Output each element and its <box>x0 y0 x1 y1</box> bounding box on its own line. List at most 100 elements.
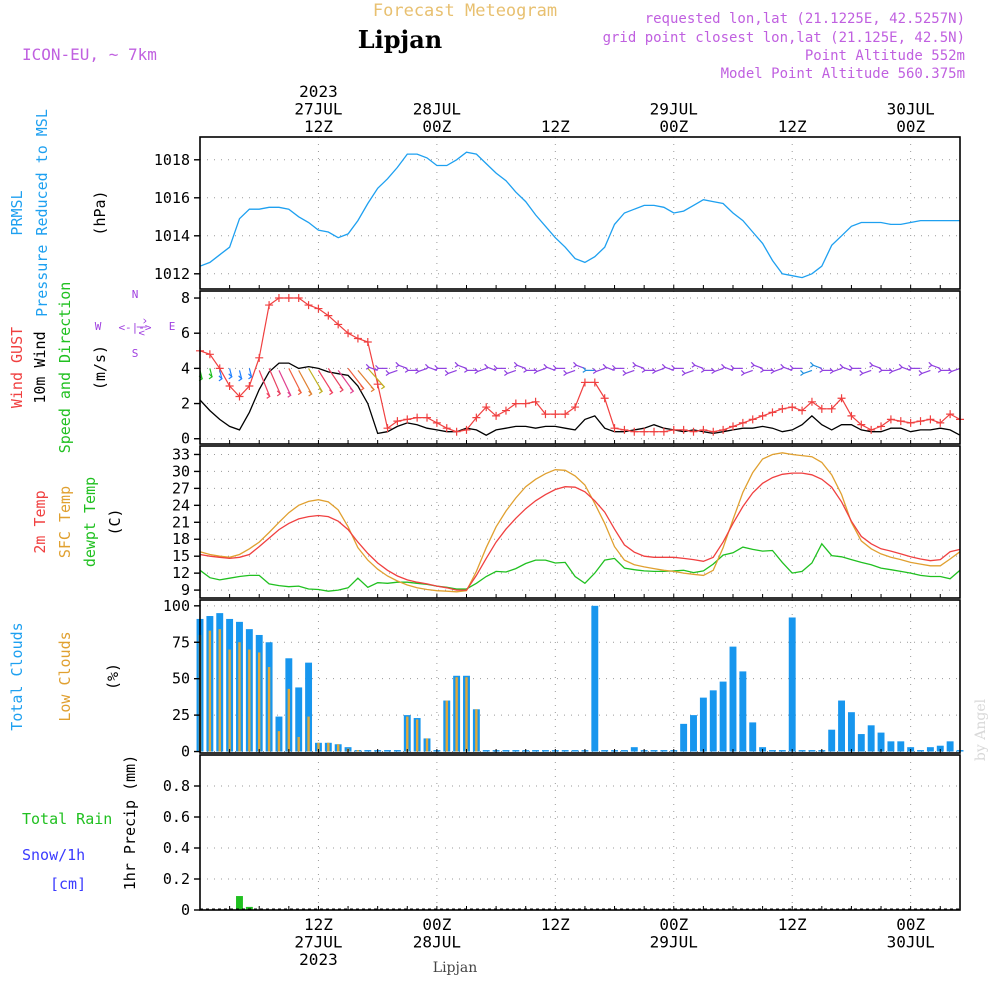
wind-arrowhead <box>928 361 933 368</box>
total-cloud-bar <box>660 750 668 752</box>
time-label-top: 2023 <box>299 82 338 101</box>
wind-arrowhead <box>404 366 410 373</box>
gust-marker <box>709 427 718 436</box>
wind-arrowhead <box>859 370 864 376</box>
wind-arrowhead <box>819 366 824 373</box>
wind-arrowhead <box>573 361 578 368</box>
wind-arrowhead <box>800 370 805 376</box>
y-tick-label: 25 <box>172 706 190 724</box>
panel-label: Wind GUST <box>8 327 26 408</box>
gust-marker <box>541 410 550 419</box>
time-label-top: 00Z <box>422 117 451 136</box>
wind-direction-arrow <box>317 370 334 393</box>
total-cloud-bar <box>936 745 944 752</box>
total-cloud-bar <box>512 750 520 752</box>
wind-arrowhead <box>700 366 706 373</box>
wind-arrowhead <box>888 368 894 374</box>
y-tick-label: 30 <box>172 462 190 480</box>
gust-marker <box>580 378 589 387</box>
gust-marker <box>413 413 422 422</box>
wind-direction-arrow <box>308 368 323 392</box>
wind-arrowhead <box>349 387 355 394</box>
point-altitude: Point Altitude 552m <box>805 48 965 64</box>
wind-arrowhead <box>750 361 756 368</box>
low-cloud-bar <box>228 649 231 752</box>
y-tick-label: 0.4 <box>163 839 190 857</box>
low-cloud-bar <box>336 744 340 752</box>
y-tick-label: 9 <box>181 581 190 599</box>
y-tick-label: 0.2 <box>163 870 190 888</box>
gust-marker <box>916 417 925 426</box>
y-tick-label: 12 <box>172 564 190 582</box>
wind-arrowhead <box>513 361 519 368</box>
wind-arrowhead <box>948 368 953 374</box>
time-label-bottom: 00Z <box>896 915 925 934</box>
total-cloud-bar <box>808 750 816 752</box>
compass-letter: N <box>132 288 139 301</box>
wind-arrowhead <box>329 389 334 396</box>
time-label-top: 12Z <box>778 117 807 136</box>
wind-arrowhead <box>602 363 608 370</box>
total-cloud-bar <box>532 750 540 752</box>
total-cloud-bar <box>729 646 737 752</box>
gust-marker <box>640 427 649 436</box>
gust-marker <box>432 418 441 427</box>
total-cloud-bar <box>295 687 303 752</box>
gust-marker <box>926 415 935 424</box>
low-cloud-bar <box>297 736 300 752</box>
gust-marker <box>857 420 866 429</box>
gust-marker <box>867 425 876 434</box>
low-cloud-bar <box>455 677 458 752</box>
requested-coords: requested lon,lat (21.1225E, 42.5257N) <box>645 11 965 27</box>
wind-direction-arrow <box>744 369 753 375</box>
pressure-line <box>199 151 960 279</box>
time-label-top: 00Z <box>896 117 925 136</box>
panel-label: Total Clouds <box>8 622 26 730</box>
gust-marker <box>294 294 303 303</box>
gust-marker <box>284 294 293 303</box>
wind-arrowhead <box>809 361 815 368</box>
total-cloud-bar <box>690 715 697 752</box>
wind-direction-arrow <box>268 368 281 395</box>
wind-10m-line <box>199 362 961 436</box>
wind-arrowhead <box>848 364 854 371</box>
gust-marker <box>758 411 767 420</box>
gust-marker <box>689 427 698 436</box>
gust-marker <box>719 425 728 434</box>
gust-marker <box>778 404 787 413</box>
gust-marker <box>946 410 955 419</box>
gust-marker <box>788 403 797 412</box>
wind-direction-arrow <box>625 369 635 375</box>
gust-marker <box>936 418 945 427</box>
wind-direction-arrow <box>388 369 398 375</box>
panel-frame-temp <box>199 445 961 599</box>
low-cloud-bar <box>475 709 478 752</box>
wind-arrowhead <box>503 370 509 376</box>
axes: 1012101410161018024689121518212427303302… <box>154 82 961 969</box>
total-cloud-bar <box>680 723 688 752</box>
wind-arrowhead <box>691 361 696 368</box>
total-cloud-bar <box>591 605 599 752</box>
y-tick-label: 0 <box>181 901 190 919</box>
wind-arrowhead <box>918 370 923 376</box>
gust-marker <box>531 397 540 406</box>
y-tick-label: 1012 <box>154 265 190 283</box>
sfc-temp-line <box>199 452 961 593</box>
y-tick-label: 33 <box>172 445 190 463</box>
panel-label: (%) <box>104 663 122 690</box>
wind-arrowhead <box>444 370 450 376</box>
gust-marker <box>728 422 737 431</box>
low-cloud-bar <box>287 688 291 752</box>
gust-marker <box>462 425 471 434</box>
y-tick-label: 1014 <box>154 227 190 245</box>
gust-marker <box>807 397 816 406</box>
wind-arrowhead <box>652 368 657 374</box>
gust-marker <box>798 406 807 415</box>
watermark: by Angel <box>973 698 989 761</box>
wind-direction-arrow <box>209 368 213 377</box>
wind-direction-arrow <box>288 368 302 393</box>
wind-arrowhead <box>908 364 913 371</box>
gust-marker <box>877 422 886 431</box>
gust-marker <box>245 381 254 390</box>
low-cloud-bar <box>238 642 241 752</box>
